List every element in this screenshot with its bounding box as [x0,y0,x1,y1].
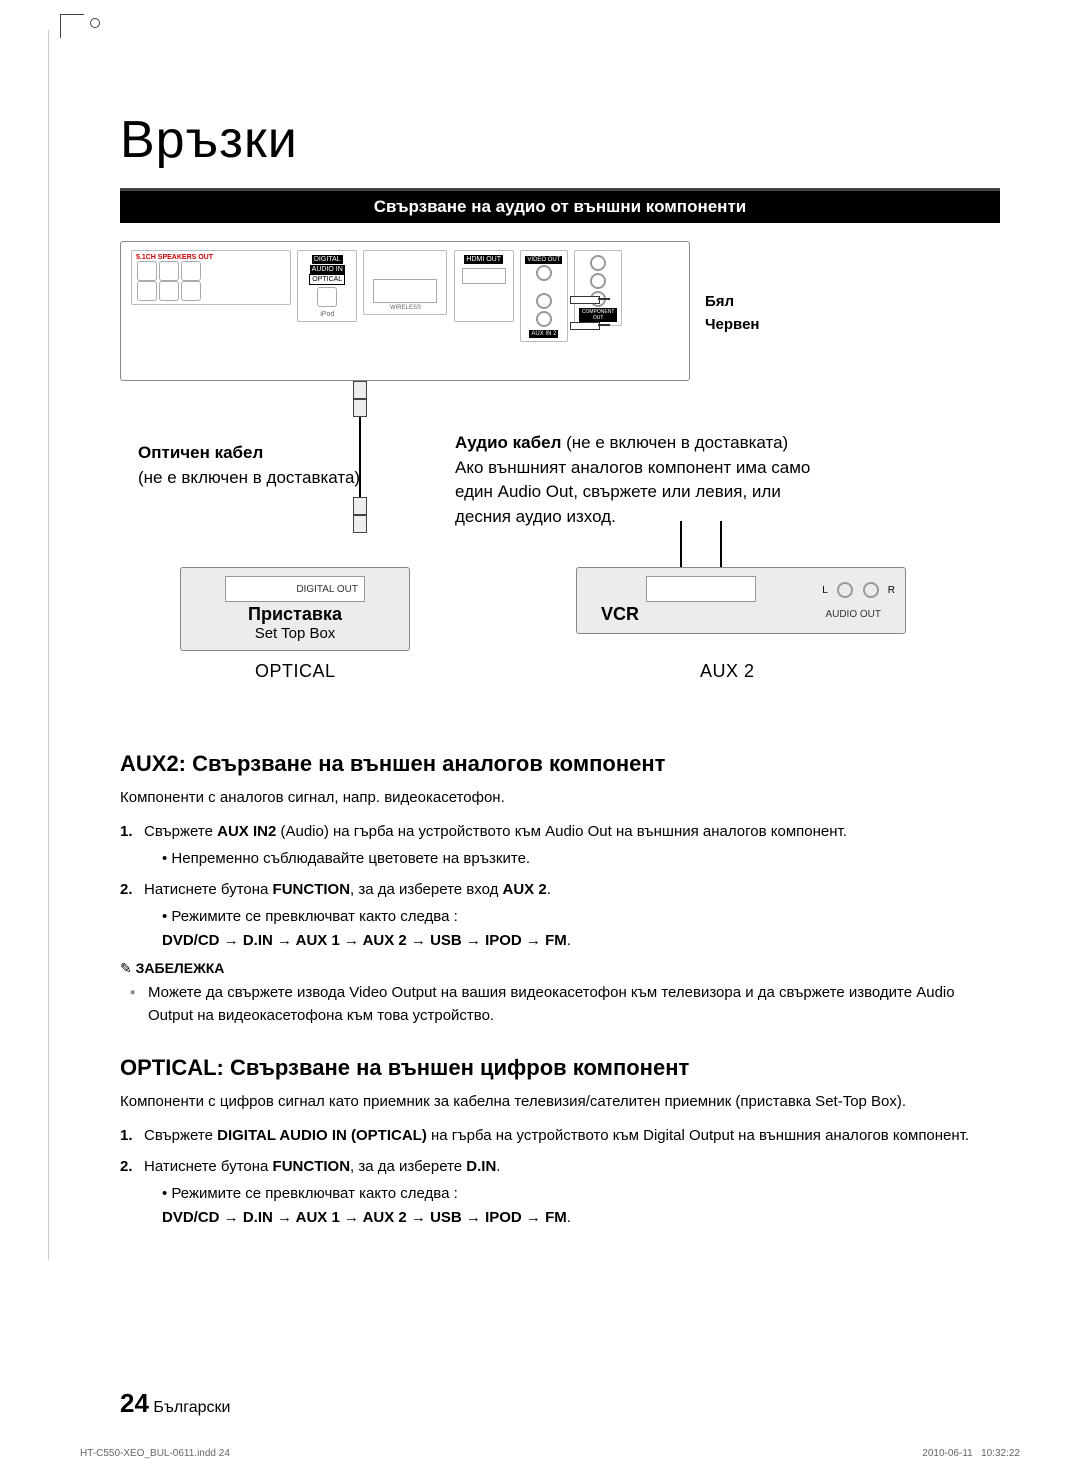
print-meta-line: HT-C550-XEO_BUL-0611.indd 24 2010-06-11 … [80,1448,1020,1459]
page-title: Връзки [120,110,1000,170]
speakers-title: 5.1CH SPEAKERS OUT [136,254,286,261]
label-white: Бял [705,293,759,310]
connection-diagram: 5.1CH SPEAKERS OUT DIGITAL AUDIO IN OPTI… [120,241,1000,721]
aux2-step2-a: Натиснете бутона [144,881,273,898]
optical-step-1: 1. Свържете DIGITAL AUDIO IN (OPTICAL) н… [120,1124,1000,1147]
aux2-step2-bold1: FUNCTION [273,881,351,898]
wireless-label: WIRELESS [368,305,442,311]
hdmi-label: HDMI OUT [464,255,503,264]
label-red: Червен [705,316,759,333]
optical-step2-bold2: D.IN [466,1158,496,1175]
print-time: 10:32:22 [981,1448,1020,1459]
settop-out-label: DIGITAL OUT [296,584,358,595]
settop-box-device: DIGITAL OUT Приставка Set Top Box [180,567,410,651]
optical-intro: Компоненти с цифров сигнал като приемник… [120,1091,1000,1114]
page-footer: 24 Български [120,1388,1000,1419]
page-number: 24 [120,1388,149,1418]
settop-label-2: Set Top Box [191,625,399,642]
auxin-label: AUX IN 2 [529,330,558,338]
aux2-step1-bold: AUX IN2 [217,823,276,840]
ipod-label: iPod [302,311,352,318]
optical-step2-c: . [496,1158,500,1175]
section-banner: Свързване на аудио от външни компоненти [120,188,1000,223]
rca-plug-red [570,319,612,331]
aux2-step2-bullet: Режимите се превключват както следва : [162,905,1000,928]
optical-port-label: OPTICAL [309,274,345,285]
audio-cable-title: Аудио кабел [455,433,561,452]
settop-label-1: Приставка [191,604,399,625]
aux-type-label: AUX 2 [700,661,755,682]
aux2-note-body: Можете да свържете извода Video Output н… [120,981,1000,1028]
optical-step1-b: на гърба на устройството към Digital Out… [427,1127,969,1144]
optical-step1-bold: DIGITAL AUDIO IN (OPTICAL) [217,1127,427,1144]
optical-type-label: OPTICAL [255,661,336,682]
aux2-step1-b: (Audio) на гърба на устройството към Aud… [276,823,847,840]
margin-rule [48,30,49,1260]
optical-steps: 1. Свържете DIGITAL AUDIO IN (OPTICAL) н… [120,1124,1000,1229]
aux2-note-head: ЗАБЕЛЕЖКА [120,960,1000,977]
print-date: 2010-06-11 [922,1448,972,1459]
optical-step2-bullet: Режимите се превключват както следва : [162,1182,1000,1205]
optical-cable-text: Оптичен кабел (не е включен в доставката… [138,441,368,490]
aux2-step2-c: . [547,881,551,898]
vcr-label: VCR [601,604,639,625]
optical-chain: DVD/CD → D.IN → AUX 1 → AUX 2 → USB → IP… [162,1209,567,1226]
print-file: HT-C550-XEO_BUL-0611.indd 24 [80,1448,230,1459]
aux2-chain: DVD/CD → D.IN → AUX 1 → AUX 2 → USB → IP… [162,932,567,949]
audio-cable-desc: Ако външният аналогов компонент има само… [455,458,810,526]
aux2-intro: Компоненти с аналогов сигнал, напр. виде… [120,787,1000,810]
cable-color-labels: Бял Червен [705,287,759,339]
vcr-r: R [888,585,895,596]
optical-step2-a: Натиснете бутона [144,1158,273,1175]
optical-step2-bold1: FUNCTION [273,1158,351,1175]
crop-mark [60,14,84,38]
aux2-step1-a: Свържете [144,823,217,840]
page-lang: Български [153,1399,230,1416]
optical-cable-title: Оптичен кабел [138,443,263,462]
optical-heading: OPTICAL: Свързване на външен цифров комп… [120,1055,1000,1081]
aux2-steps: 1. Свържете AUX IN2 (Audio) на гърба на … [120,820,1000,952]
aux2-step2-bold2: AUX 2 [503,881,547,898]
optical-cable-sub: (не е включен в доставката) [138,468,360,487]
optical-step1-a: Свържете [144,1127,217,1144]
optical-step2-b: , за да изберете [350,1158,466,1175]
aux2-heading: AUX2: Свързване на външен аналогов компо… [120,751,1000,777]
aux2-step-2: 2. Натиснете бутона FUNCTION, за да избе… [120,878,1000,952]
vcr-l: L [822,585,828,596]
aux2-step-1: 1. Свържете AUX IN2 (Audio) на гърба на … [120,820,1000,871]
digital-label-2: AUDIO IN [310,265,345,274]
audio-cable-sub: (не е включен в доставката) [566,433,788,452]
crop-dot [90,18,100,28]
aux2-step1-bullet: Непременно съблюдавайте цветовете на връ… [162,847,1000,870]
video-out-label: VIDEO OUT [525,256,562,264]
aux2-step2-b: , за да изберете вход [350,881,502,898]
vcr-out-label: AUDIO OUT [825,609,881,620]
vcr-device: L R VCR AUDIO OUT [576,567,906,634]
audio-cable-text: Аудио кабел (не е включен в доставката) … [455,431,835,530]
digital-label-1: DIGITAL [312,255,343,264]
audio-wire-2 [720,521,722,569]
audio-wire-1 [680,521,682,569]
optical-step-2: 2. Натиснете бутона FUNCTION, за да избе… [120,1155,1000,1229]
rca-plug-white [570,293,612,305]
